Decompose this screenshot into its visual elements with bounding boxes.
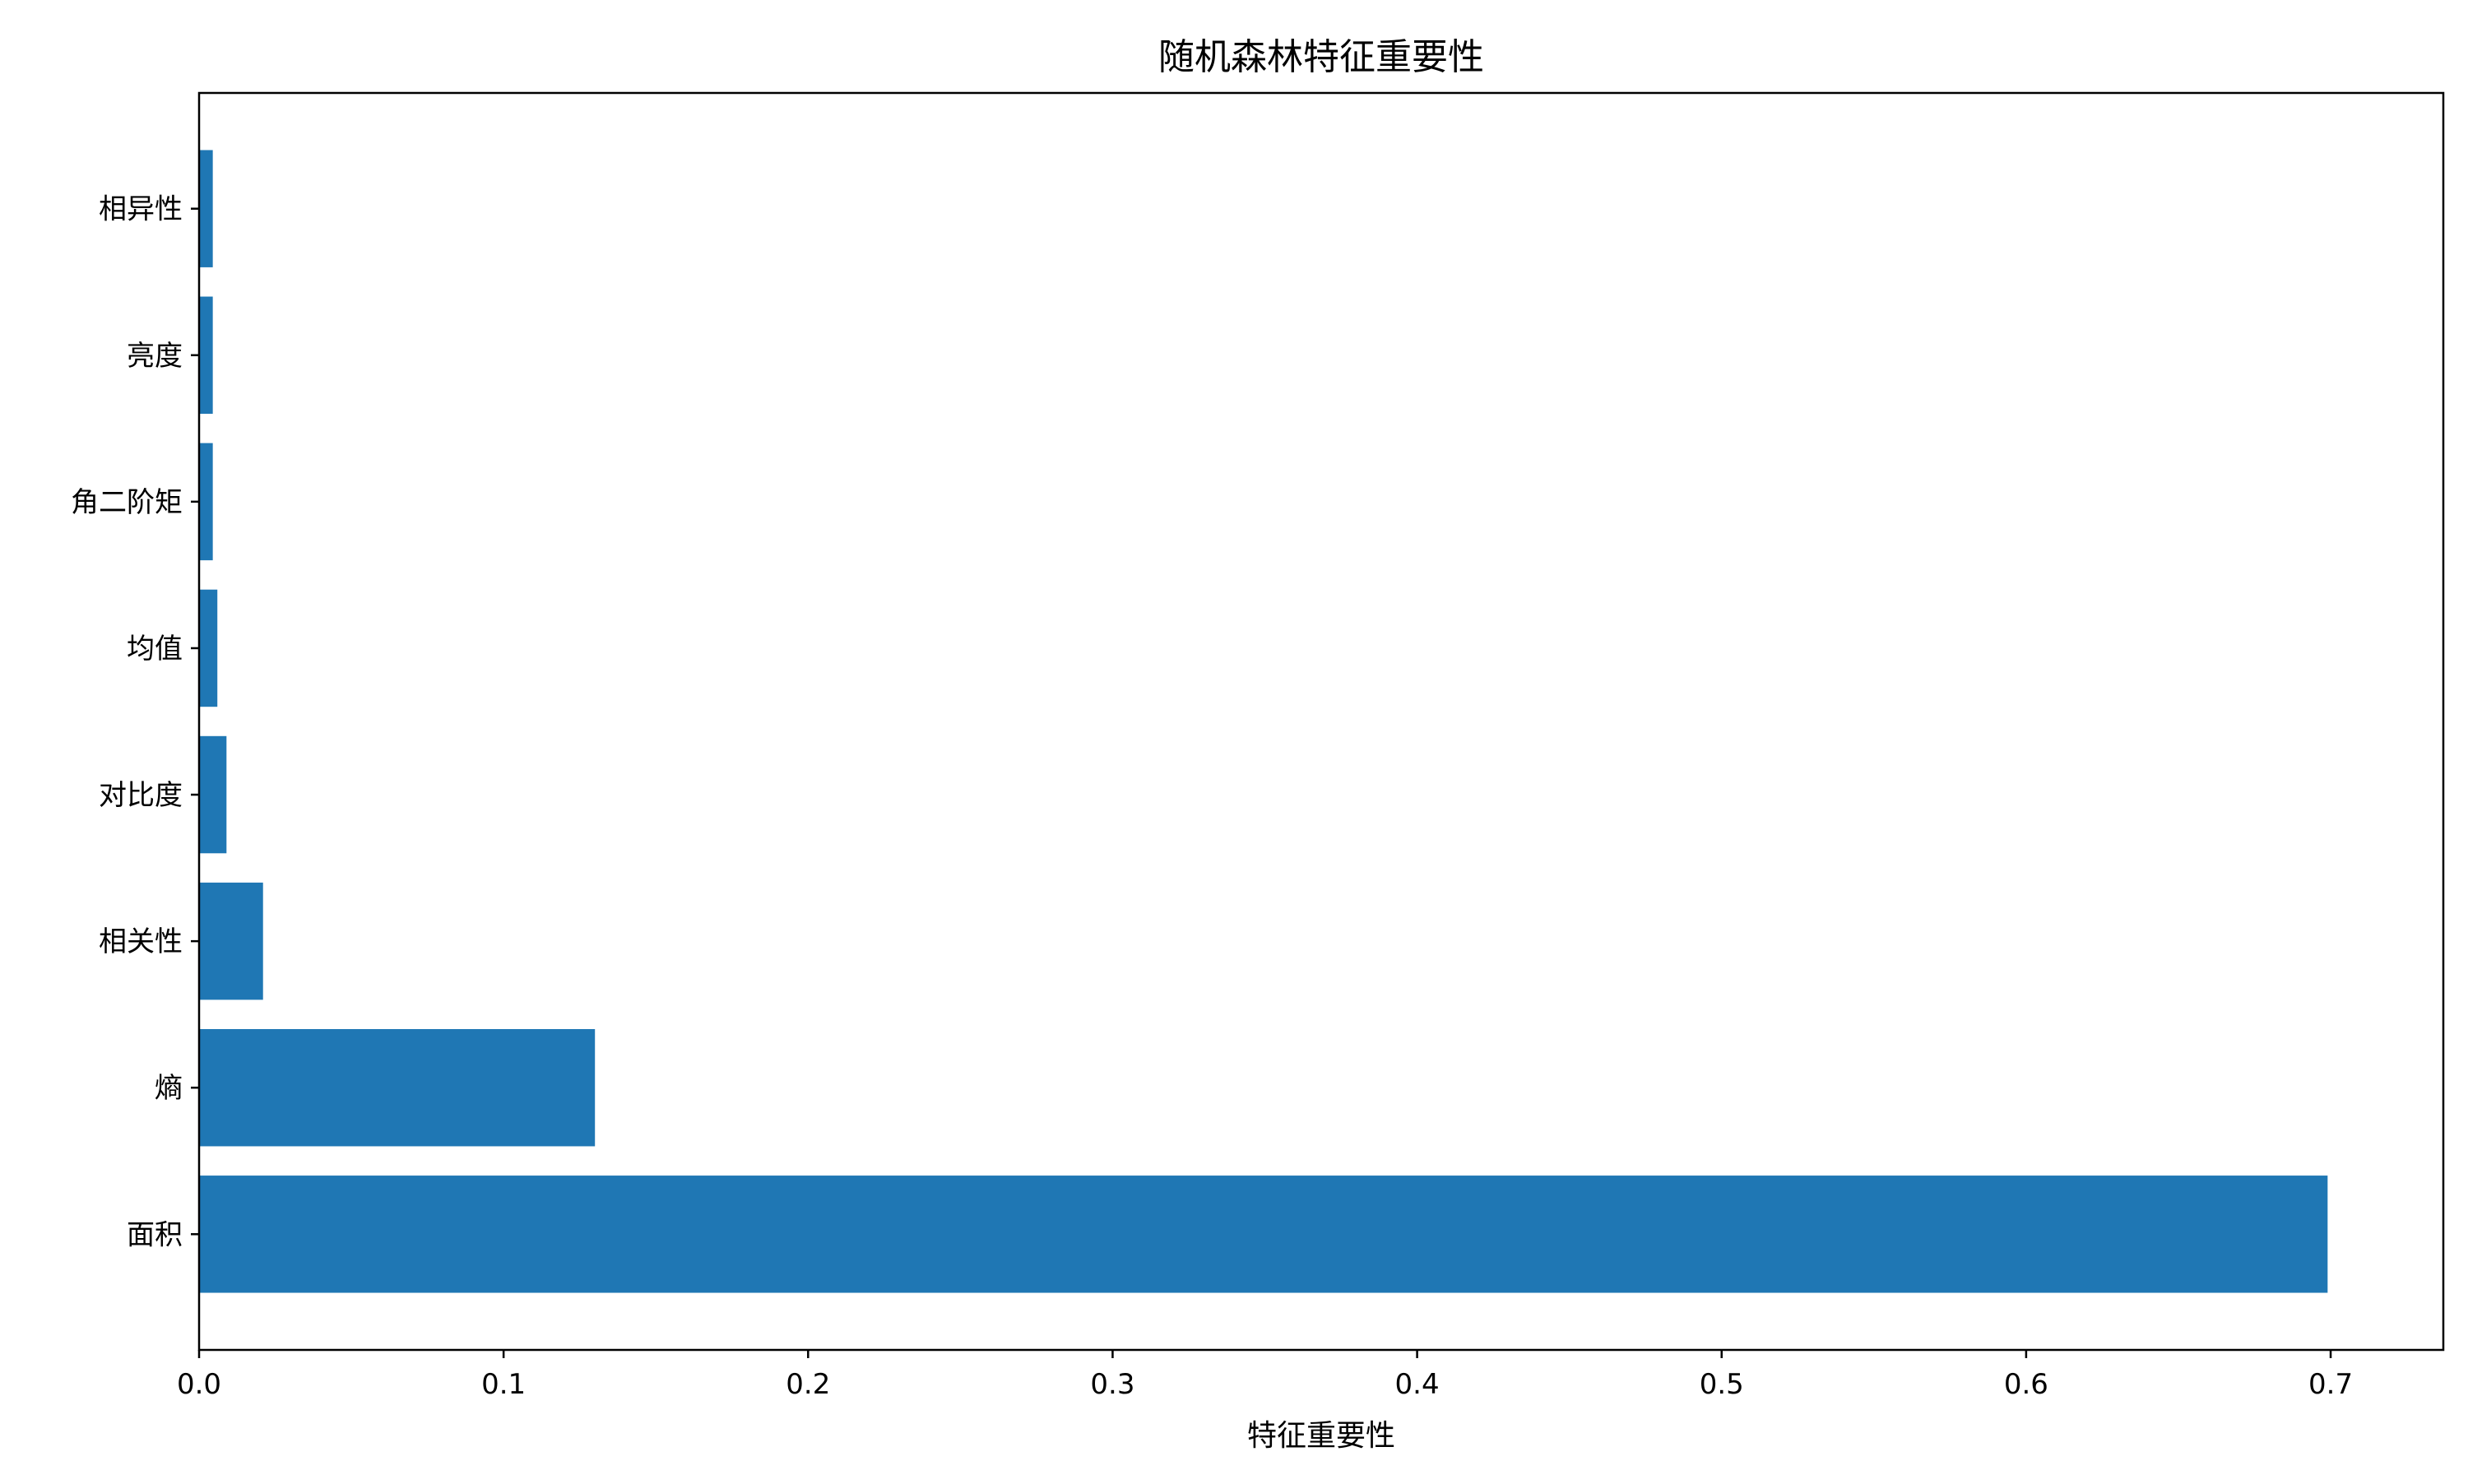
x-tick-label: 0.3 <box>1090 1368 1134 1401</box>
bar <box>199 1176 2328 1293</box>
plot-frame <box>197 91 2445 1352</box>
bar <box>199 882 263 1000</box>
x-tick-label: 0.6 <box>2004 1368 2048 1401</box>
bar <box>199 1028 596 1147</box>
y-tick-label: 相关性 <box>99 925 183 958</box>
x-tick-label: 0.0 <box>177 1368 221 1401</box>
y-tick-label: 均值 <box>127 633 183 665</box>
y-tick-label: 面积 <box>127 1218 183 1251</box>
y-tick-label: 熵 <box>155 1072 183 1105</box>
bar <box>199 735 227 854</box>
bar <box>199 589 218 707</box>
x-axis-label: 特征重要性 <box>1247 1419 1395 1453</box>
y-tick-label: 相异性 <box>99 193 183 226</box>
x-tick-label: 0.1 <box>481 1368 526 1401</box>
y-tick-label: 亮度 <box>127 340 183 373</box>
bar <box>199 296 213 415</box>
x-tick-label: 0.2 <box>786 1368 830 1401</box>
chart-title: 随机森林特征重要性 <box>1158 36 1484 78</box>
bar <box>199 443 213 561</box>
y-tick-label: 对比度 <box>99 779 183 812</box>
y-tick-label: 角二阶矩 <box>71 486 183 519</box>
x-tick-label: 0.5 <box>1700 1368 1744 1401</box>
bar <box>199 150 213 267</box>
x-tick-label: 0.4 <box>1395 1368 1440 1401</box>
x-tick-label: 0.7 <box>2308 1368 2353 1401</box>
